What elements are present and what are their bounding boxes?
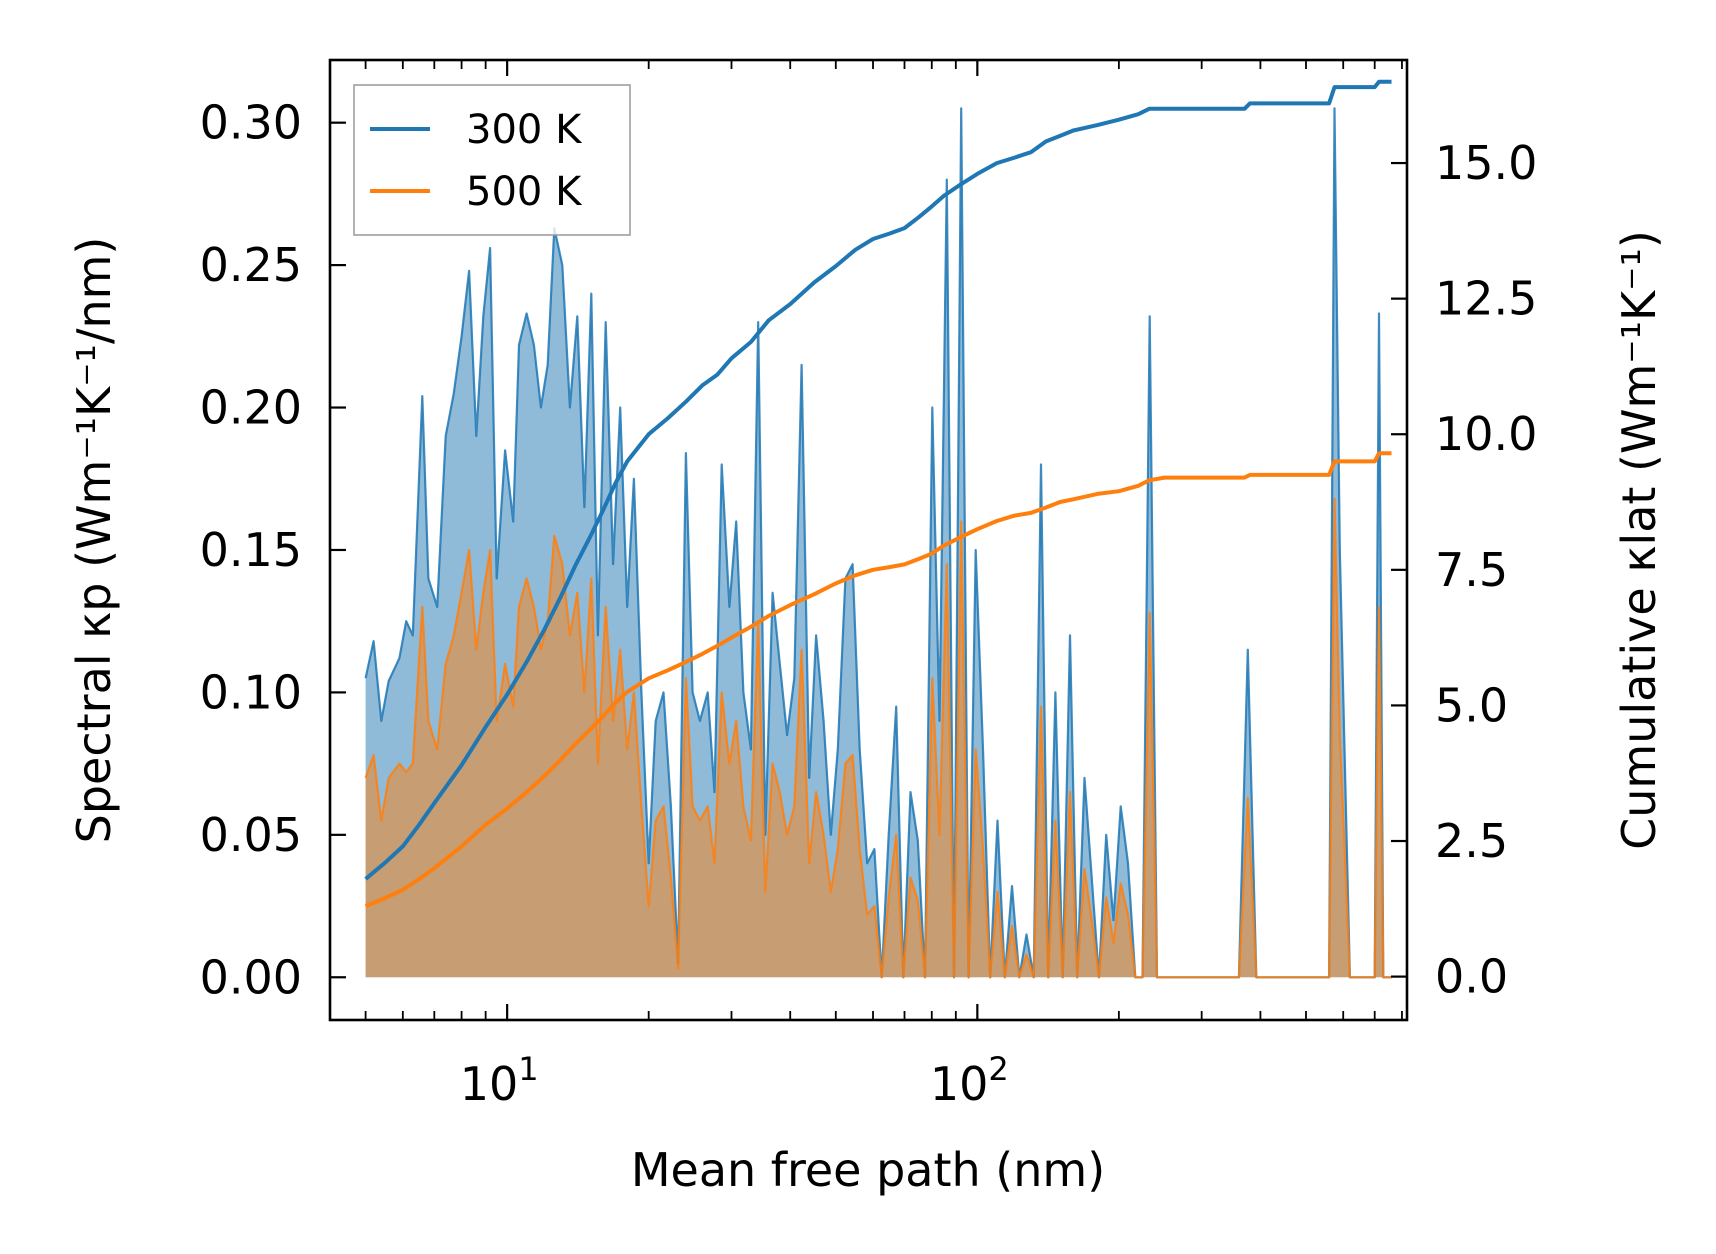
y-left-tick-label: 0.10 — [200, 665, 302, 719]
legend: 300 K 500 K — [353, 84, 631, 236]
legend-label-300k: 300 K — [466, 107, 583, 153]
x-tick-label: 101 — [460, 1050, 539, 1111]
y-left-tick-label: 0.20 — [200, 381, 302, 435]
axis-tick-labels: 101 1020.000.050.100.150.200.250.300.02.5… — [200, 96, 1538, 1111]
right-axis-title: Cumulative κlat (Wm⁻¹K⁻¹) — [1612, 230, 1666, 850]
x-tick-label: 102 — [930, 1050, 1009, 1111]
y-right-tick-label: 10.0 — [1435, 407, 1537, 461]
left-axis-title-text: Spectral κp (Wm⁻¹K⁻¹/nm) — [67, 237, 121, 844]
right-axis-title-text: Cumulative κlat (Wm⁻¹K⁻¹) — [1612, 230, 1666, 850]
x-tick-label-base: 10 — [930, 1057, 989, 1111]
plot-frame — [328, 58, 1409, 1022]
y-right-tick-label: 15.0 — [1435, 136, 1537, 190]
y-right-tick-label: 7.5 — [1435, 543, 1508, 597]
y-right-tick-label: 12.5 — [1435, 272, 1537, 326]
y-left-tick-label: 0.15 — [200, 523, 302, 577]
x-tick-label-exponent: 1 — [518, 1050, 538, 1088]
left-axis-title: Spectral κp (Wm⁻¹K⁻¹/nm) — [67, 237, 121, 844]
x-tick-label-base: 10 — [460, 1057, 519, 1111]
axis-ticks — [330, 60, 1407, 1020]
cumulative-lines — [364, 79, 1392, 908]
y-right-tick-label: 5.0 — [1435, 678, 1508, 732]
y-left-tick-label: 0.25 — [200, 238, 302, 292]
y-left-tick-label: 0.30 — [200, 96, 302, 150]
spectral-line-500k — [364, 497, 1392, 979]
legend-label-500k: 500 K — [466, 169, 583, 215]
y-left-tick-label: 0.05 — [200, 808, 302, 862]
x-tick-label-exponent: 2 — [988, 1050, 1008, 1088]
spectral-fills — [365, 108, 1392, 978]
y-left-tick-label: 0.00 — [200, 950, 302, 1004]
y-right-tick-label: 0.0 — [1435, 950, 1508, 1004]
x-axis-title: Mean free path (nm) — [631, 1143, 1105, 1197]
cumulative-line-300k — [364, 79, 1392, 881]
y-right-tick-label: 2.5 — [1435, 814, 1508, 868]
cumulative-line-500k — [364, 451, 1392, 908]
spectral-fill-500k — [365, 498, 1392, 978]
spectral-lines — [364, 107, 1392, 979]
legend-box — [353, 84, 631, 236]
